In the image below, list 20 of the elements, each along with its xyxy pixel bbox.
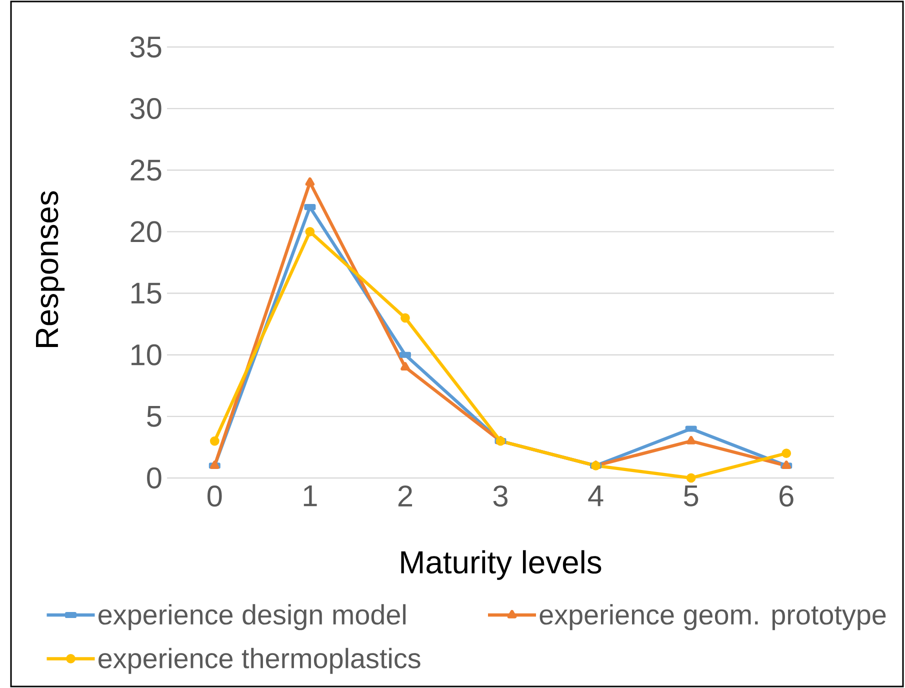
x-tick-label: 5 [684, 486, 698, 506]
legend-label: experience thermoplastics [98, 648, 420, 674]
y-tick-label: 30 [130, 98, 162, 120]
x-tick-label: 6 [780, 486, 794, 507]
x-axis-title: Maturity levels [401, 550, 602, 580]
y-tick-label: 15 [132, 282, 162, 304]
y-tick-label: 35 [130, 36, 162, 58]
y-axis-title: Responses [36, 191, 65, 347]
x-tick-label: 0 [208, 486, 222, 507]
y-tick-label: 0 [147, 467, 162, 489]
x-tick-label: 2 [398, 486, 412, 506]
y-tick-label: 20 [130, 221, 162, 242]
legend-label: experience design model [98, 604, 406, 630]
x-tick-label: 3 [493, 486, 508, 507]
y-tick-label: 5 [147, 406, 162, 427]
legend-label: experience geom. prototype [540, 604, 886, 630]
x-tick-label: 1 [304, 486, 317, 506]
y-tick-label: 25 [130, 160, 162, 181]
x-tick-label: 4 [588, 486, 604, 506]
y-tick-label: 10 [132, 344, 162, 366]
